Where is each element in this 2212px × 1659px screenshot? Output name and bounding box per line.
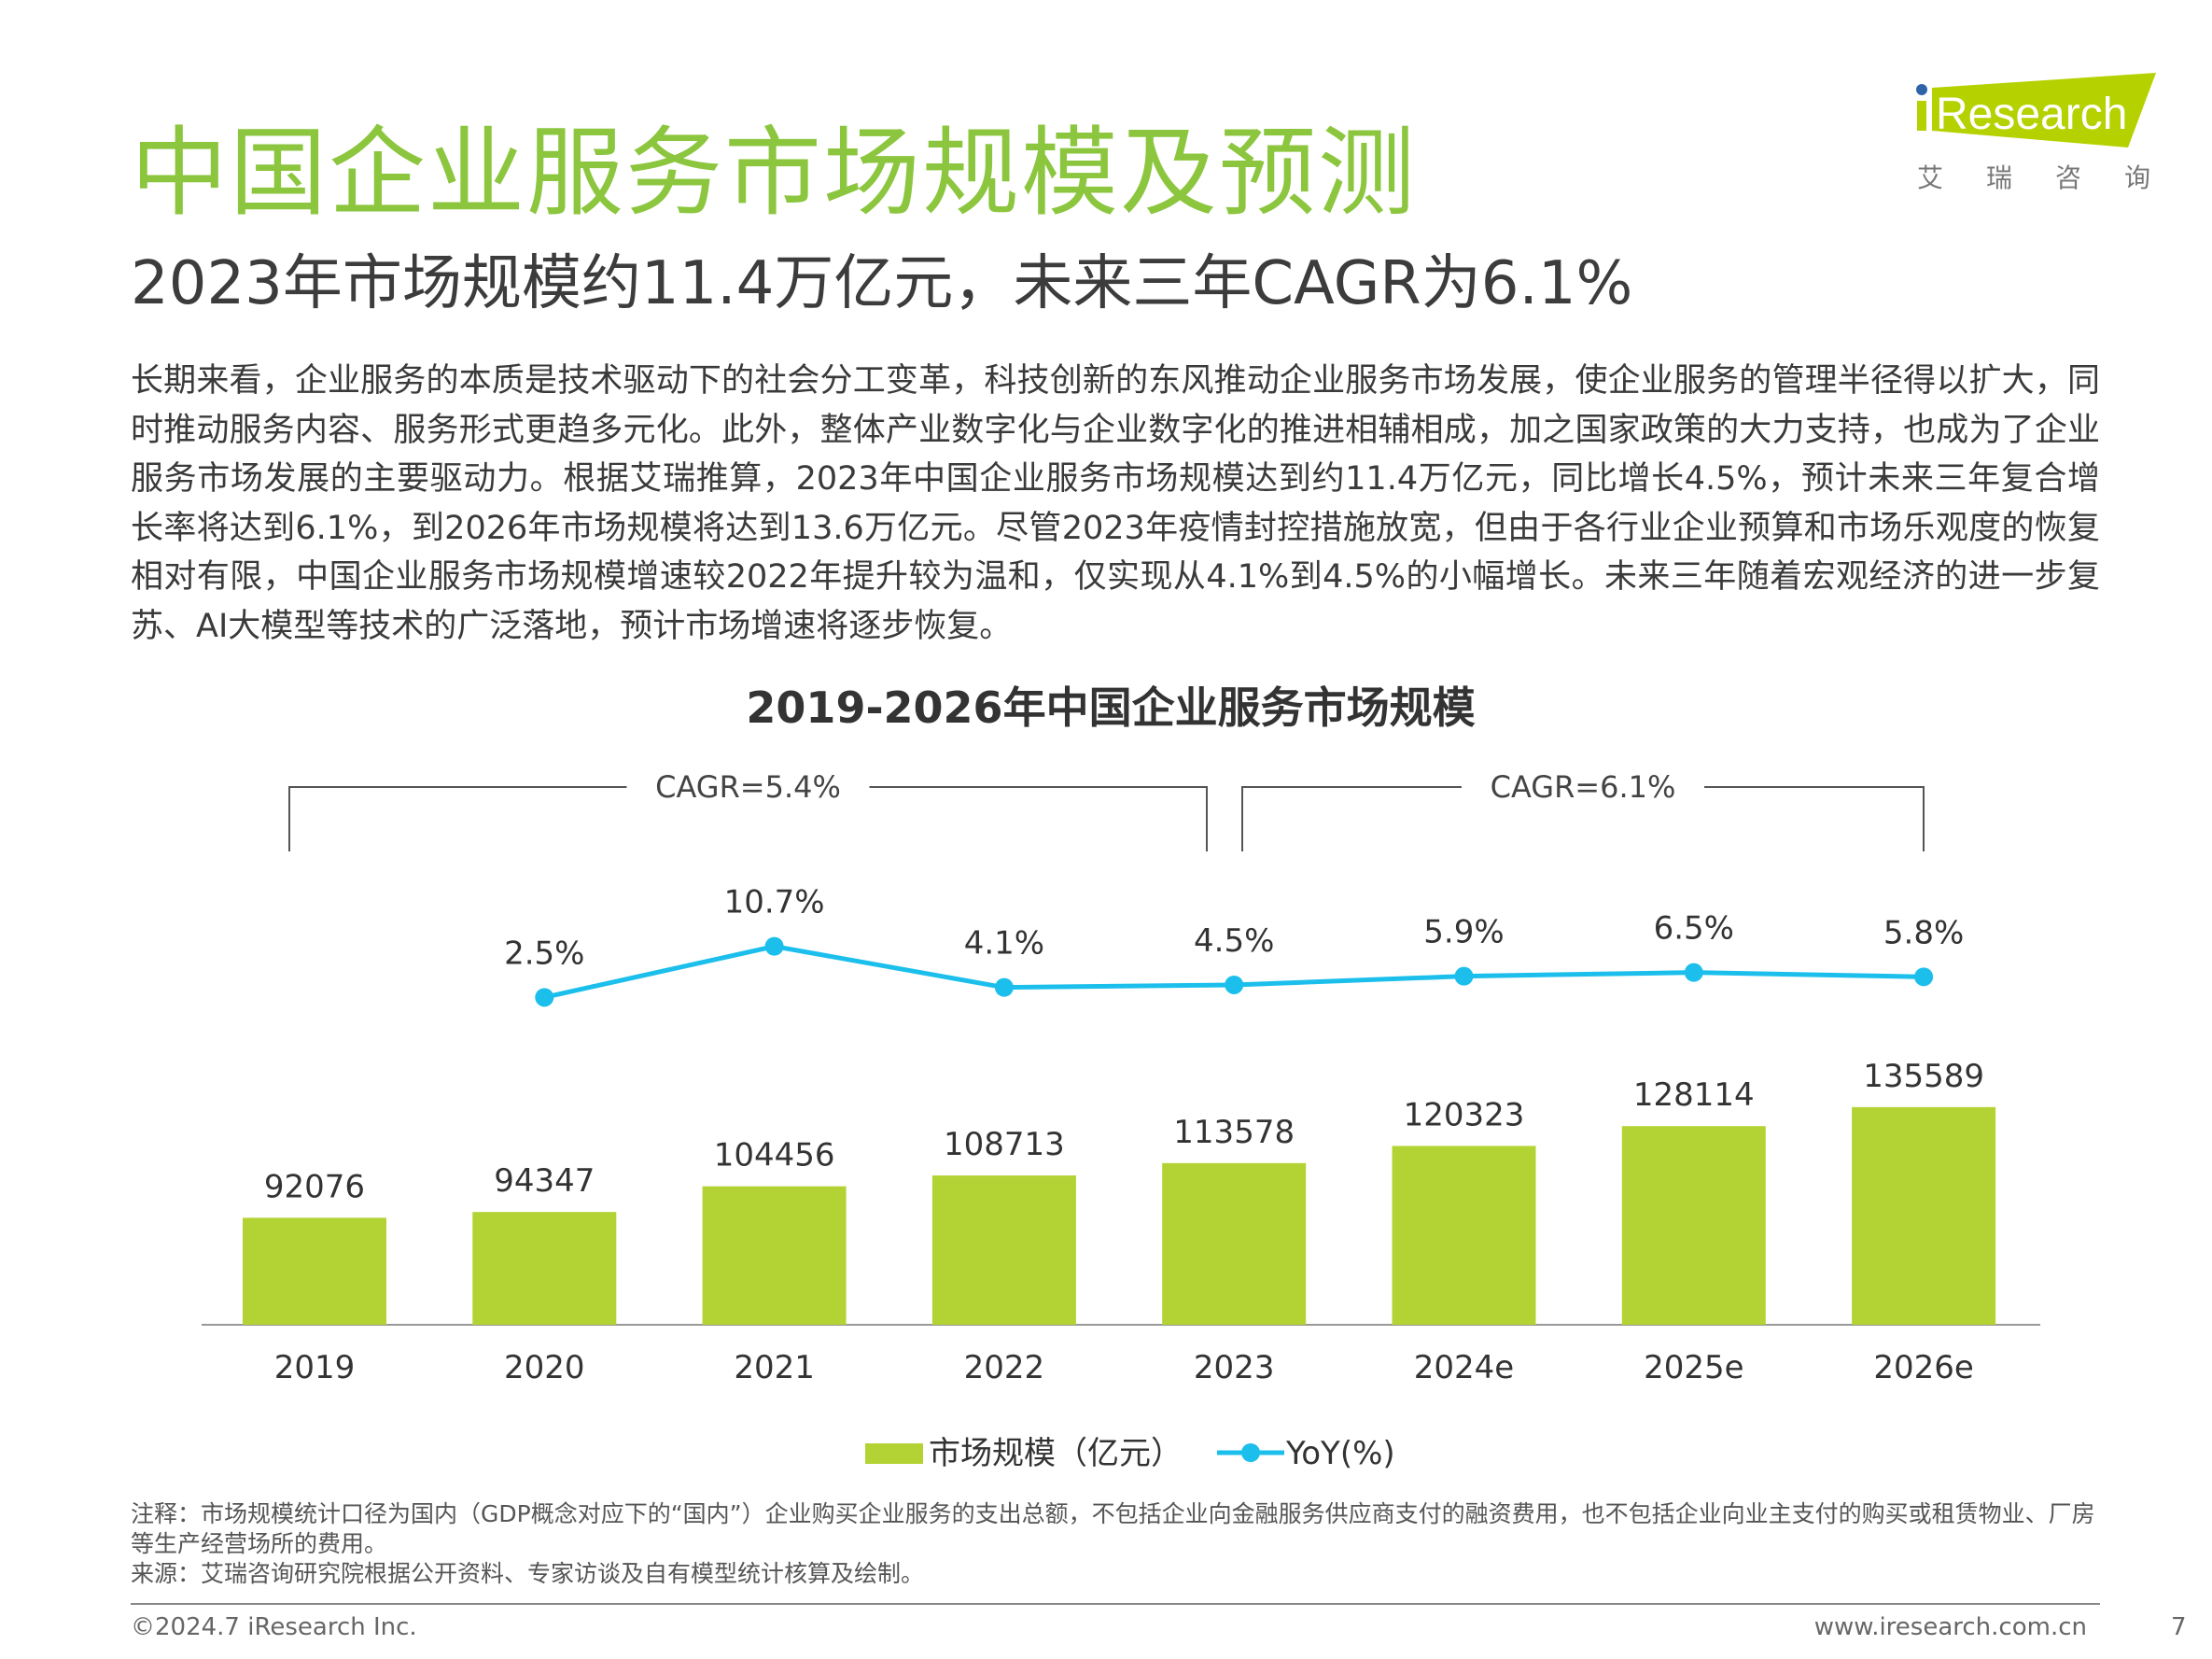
cagr-label: CAGR=6.1%: [1491, 769, 1676, 805]
bar-label: 92076: [264, 1168, 365, 1205]
bar-label: 108713: [944, 1126, 1065, 1163]
yoy-label: 4.1%: [964, 925, 1044, 963]
yoy-label: 5.8%: [1883, 914, 1964, 951]
legend-line-marker: [1241, 1443, 1260, 1462]
cagr-bracket: [1241, 786, 1925, 851]
x-tick-label: 2020: [504, 1349, 585, 1386]
bar-2022: [931, 1175, 1076, 1325]
yoy-label: 2.5%: [504, 935, 584, 972]
notes: 注释：市场规模统计口径为国内（GDP概念对应下的“国内”）企业购买企业服务的支出…: [131, 1499, 2100, 1589]
cagr-bracket: [288, 786, 1208, 851]
bar-label: 120323: [1404, 1096, 1525, 1133]
bar-2025e: [1621, 1126, 1766, 1325]
note-text: 注释：市场规模统计口径为国内（GDP概念对应下的“国内”）企业购买企业服务的支出…: [131, 1500, 2095, 1557]
iresearch-logo: Research 艾瑞咨询: [1916, 73, 2165, 193]
x-tick-label: 2022: [964, 1349, 1045, 1386]
yoy-point: [1454, 966, 1474, 986]
page-subtitle: 2023年市场规模约11.4万亿元，未来三年CAGR为6.1%: [131, 249, 1633, 318]
legend-line-label: YoY(%): [1285, 1435, 1395, 1472]
yoy-point: [1225, 975, 1244, 994]
x-tick-label: 2025e: [1644, 1349, 1743, 1386]
x-tick-label: 2024e: [1414, 1349, 1514, 1386]
yoy-point: [1684, 963, 1703, 982]
yoy-label: 6.5%: [1654, 910, 1734, 948]
footer-divider: [131, 1603, 2100, 1605]
bar-label: 94347: [494, 1162, 595, 1200]
yoy-point: [1914, 967, 1934, 987]
yoy-point: [994, 977, 1014, 997]
bar-2024e: [1392, 1146, 1536, 1325]
svg-text:艾瑞咨询: 艾瑞咨询: [1917, 162, 2165, 193]
yoy-point: [764, 936, 784, 956]
bar-2026e: [1852, 1106, 1996, 1325]
yoy-label: 5.9%: [1423, 914, 1504, 951]
bar-label: 113578: [1173, 1114, 1295, 1151]
body-paragraph: 长期来看，企业服务的本质是技术驱动下的社会分工变革，科技创新的东风推动企业服务市…: [131, 362, 2100, 645]
yoy-point: [535, 988, 554, 1007]
x-tick-label: 2021: [734, 1349, 815, 1386]
yoy-label: 10.7%: [724, 884, 825, 921]
cagr-label: CAGR=5.4%: [655, 769, 841, 805]
bar-label: 128114: [1633, 1076, 1755, 1114]
chart-title: 2019-2026年中国企业服务市场规模: [746, 682, 1476, 733]
x-tick-label: 2026e: [1873, 1349, 1973, 1386]
bar-2019: [243, 1217, 386, 1325]
page-title: 中国企业服务市场规模及预测: [131, 116, 1418, 230]
source-text: 来源：艾瑞咨询研究院根据公开资料、专家访谈及自有模型统计核算及绘制。: [131, 1560, 925, 1587]
x-tick-label: 2019: [274, 1349, 356, 1386]
bar-2021: [702, 1186, 847, 1325]
bar-2020: [472, 1212, 617, 1325]
footer-copyright: ©2024.7 iResearch Inc.: [131, 1613, 417, 1641]
bar-label: 104456: [714, 1137, 835, 1174]
bar-label: 135589: [1863, 1058, 1984, 1095]
legend-bar-swatch: [865, 1443, 923, 1464]
bar-2023: [1162, 1162, 1307, 1325]
svg-text:Research: Research: [1936, 90, 2127, 139]
legend-bar-label: 市场规模（亿元）: [929, 1435, 1183, 1472]
yoy-label: 4.5%: [1194, 922, 1274, 960]
x-tick-label: 2023: [1194, 1349, 1275, 1386]
footer-url[interactable]: www.iresearch.com.cn: [1813, 1613, 2087, 1641]
page-number: 7: [2171, 1613, 2187, 1641]
